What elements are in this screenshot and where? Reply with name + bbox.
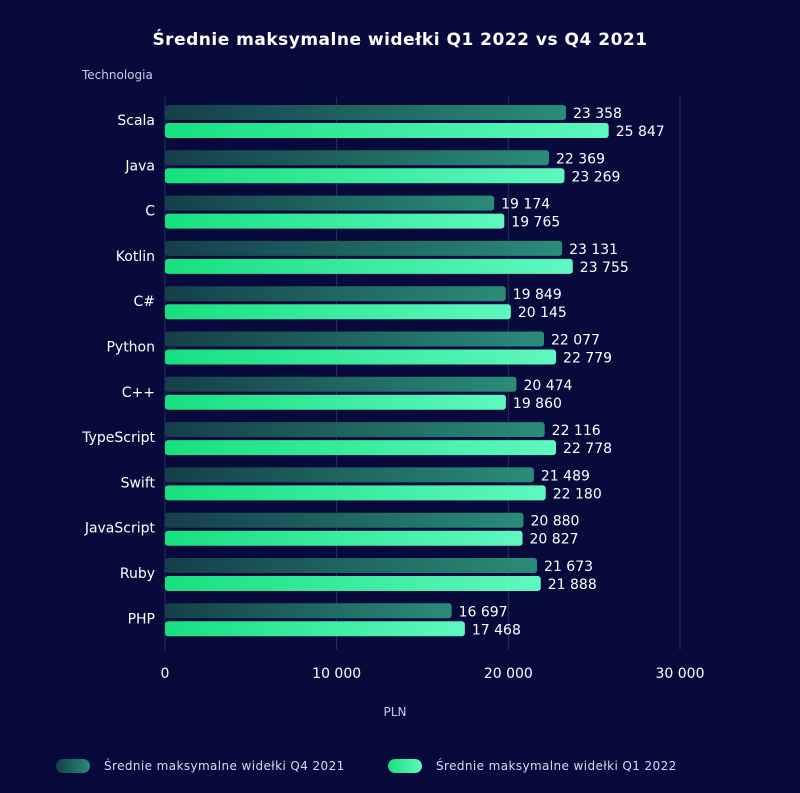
bar-q4-2021 [165,422,545,438]
x-tick-label: 0 [161,666,170,682]
bar-q1-2022 [165,168,565,184]
value-label-q1-2022: 19 860 [513,396,562,412]
value-label-q4-2021: 20 880 [530,514,579,530]
value-label-q4-2021: 21 673 [544,559,593,575]
value-label-q4-2021: 22 369 [556,151,605,167]
category-label: Ruby [120,566,155,582]
bar-chart: 0 10 000 20 000 30 000 Scala 23 358 25 847 Java… [81,97,705,682]
legend-label-q1: Średnie maksymalne widełki Q1 2022 [436,759,677,773]
value-label-q4-2021: 16 697 [459,604,508,620]
value-label-q1-2022: 23 269 [571,169,620,185]
x-tick-label: 10 000 [312,666,361,682]
bar-q4-2021 [165,376,517,392]
category-label: C# [133,294,155,310]
value-label-q1-2022: 21 888 [548,577,597,593]
gridlines [164,97,681,650]
bar-q4-2021 [165,331,544,347]
value-label-q1-2022: 20 145 [518,305,567,321]
category-label: Scala [117,113,155,129]
bar-q4-2021 [165,240,563,256]
category-label: Kotlin [116,249,155,265]
bars [165,105,609,637]
value-label-q4-2021: 22 116 [552,423,601,439]
bar-q1-2022 [165,485,546,501]
value-label-q1-2022: 23 755 [580,260,629,276]
bar-q1-2022 [165,304,511,320]
value-label-q4-2021: 21 489 [541,468,590,484]
bar-q4-2021 [165,558,538,573]
bar-q4-2021 [165,286,506,302]
value-label-q4-2021: 23 358 [573,106,622,122]
category-label: Swift [121,475,156,491]
legend-swatch-q4 [56,759,90,773]
bar-q1-2022 [165,621,465,637]
bar-q1-2022 [165,530,523,546]
bar-q4-2021 [165,150,550,166]
legend-item-q4: Średnie maksymalne widełki Q4 2021 [56,756,345,776]
category-label: C [145,204,155,220]
value-label-q4-2021: 22 077 [551,333,600,349]
value-label-q1-2022: 17 468 [472,622,521,638]
value-label-q4-2021: 19 849 [513,287,562,303]
value-label-q4-2021: 20 474 [523,378,572,394]
x-tick-label: 20 000 [484,666,533,682]
bar-q1-2022 [165,123,609,138]
value-label-q1-2022: 20 827 [530,532,579,548]
bar-q1-2022 [165,258,573,274]
x-tick-label: 30 000 [656,666,705,682]
value-label-q1-2022: 22 778 [563,441,612,457]
category-label: C++ [122,385,155,401]
category-label: JavaScript [84,521,156,537]
category-label: Python [106,340,155,356]
bar-q4-2021 [165,467,534,483]
bar-q1-2022 [165,394,506,410]
category-label: TypeScript [81,430,155,446]
labels: 0 10 000 20 000 30 000 Scala 23 358 25 847 Java… [81,106,704,682]
value-label-q1-2022: 22 779 [563,351,612,367]
value-label-q1-2022: 22 180 [553,486,602,502]
value-label-q4-2021: 23 131 [569,242,618,258]
bar-q4-2021 [165,195,495,211]
value-label-q1-2022: 19 765 [511,215,560,231]
category-label: PHP [128,611,155,627]
legend-label-q4: Średnie maksymalne widełki Q4 2021 [104,759,345,773]
bar-q1-2022 [165,349,557,365]
value-label-q1-2022: 25 847 [616,124,665,140]
bar-q1-2022 [165,440,557,456]
category-label: Java [124,158,155,174]
bar-q1-2022 [165,576,541,591]
legend-item-q1: Średnie maksymalne widełki Q1 2022 [388,756,677,776]
bar-q4-2021 [165,512,524,528]
legend-swatch-q1 [388,759,422,773]
bar-q4-2021 [165,105,566,120]
chart-title: Średnie maksymalne widełki Q1 2022 vs Q4… [152,30,648,50]
value-label-q4-2021: 19 174 [501,197,550,213]
x-axis-title: PLN [383,705,407,719]
y-axis-title: Technologia [82,68,153,82]
bar-q1-2022 [165,213,505,229]
bar-q4-2021 [165,603,452,619]
